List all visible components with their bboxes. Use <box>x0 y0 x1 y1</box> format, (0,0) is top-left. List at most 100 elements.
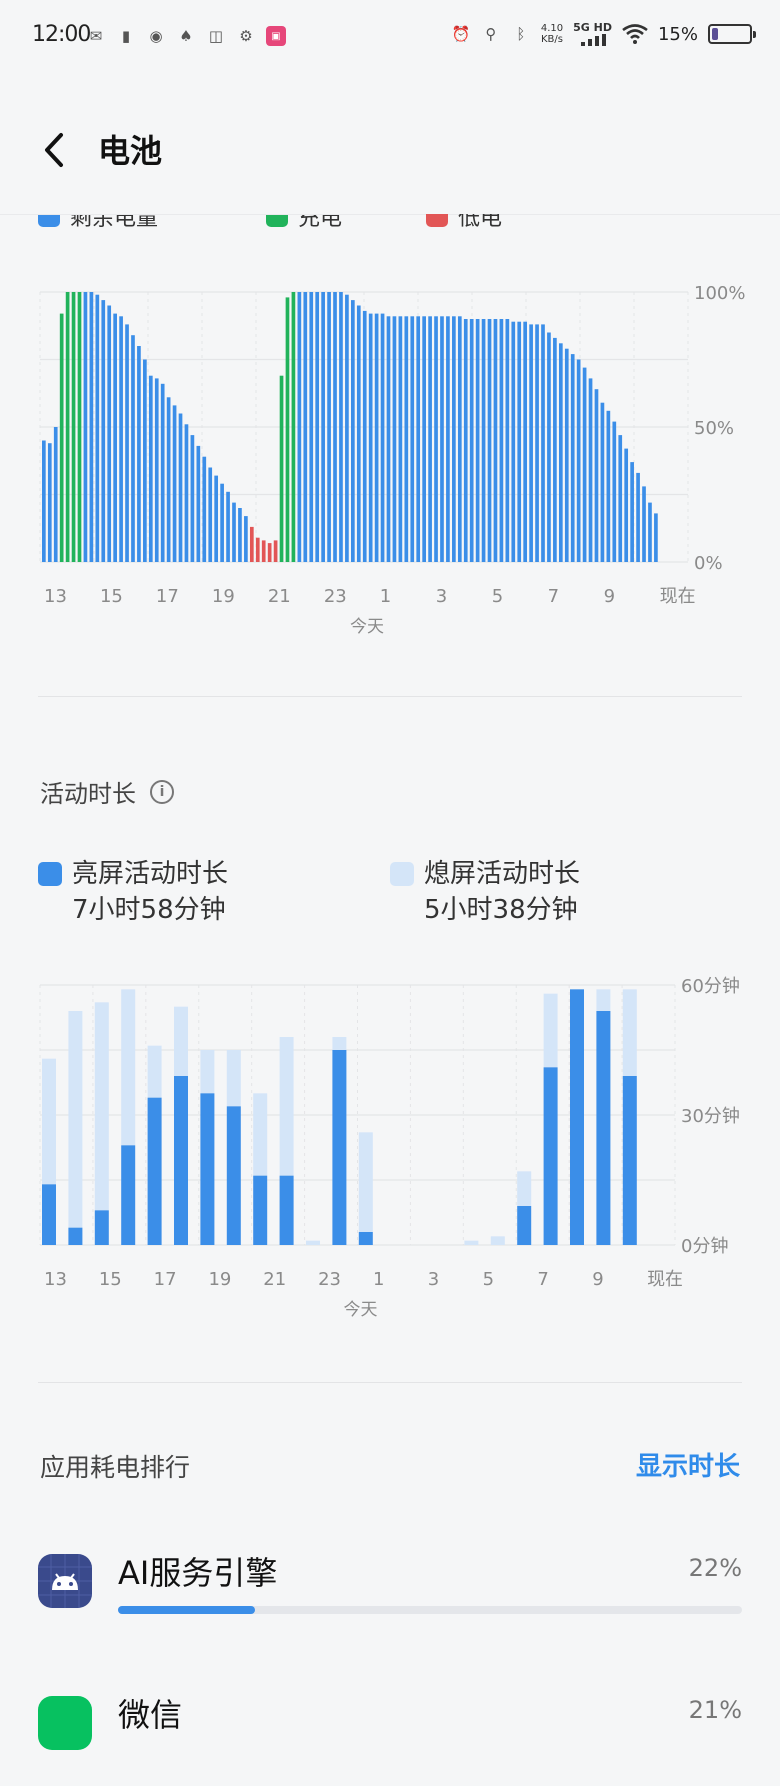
battery-bar <box>273 540 278 562</box>
x-tick-label: 13 <box>44 586 67 607</box>
x-tick-label: 7 <box>548 586 559 607</box>
battery-bar <box>95 294 100 562</box>
screen-on-bar <box>200 1093 215 1245</box>
battery-bar <box>380 313 385 562</box>
net-speed-value: 4.10 <box>540 23 564 34</box>
x-tick-label: 5 <box>483 1269 494 1290</box>
activity-title: 活动时长 <box>40 780 136 808</box>
battery-bar <box>113 313 117 562</box>
back-button[interactable] <box>30 122 78 178</box>
activity-header: 活动时长 i <box>40 774 174 809</box>
status-bar: 12:00 ✉ ▮ ◉ ♠ ◫ ⚙ ▣ ⏰ ⚲ ᛒ 4.10 KB/s 5G H… <box>0 0 780 80</box>
status-time: 12:00 <box>32 22 91 47</box>
app-pink-icon: ▣ <box>266 26 286 46</box>
x-tick-label: 3 <box>436 586 447 607</box>
show-duration-toggle[interactable]: 显示时长 <box>635 1452 740 1482</box>
screen-off-bar <box>596 989 611 1011</box>
battery-bar <box>202 456 207 562</box>
legend-charging-label: 充电 <box>298 214 343 231</box>
battery-bar <box>642 486 646 562</box>
battery-bar <box>196 445 201 562</box>
battery-bar <box>618 435 623 562</box>
battery-bar <box>267 543 272 562</box>
net-type: 5G HD <box>573 21 612 34</box>
battery-bar <box>558 343 563 562</box>
net-speed: 4.10 KB/s <box>541 23 563 45</box>
battery-bar <box>226 491 230 562</box>
x-tick-label: 13 <box>44 1269 67 1290</box>
battery-small-icon: ▮ <box>121 27 131 45</box>
screen-off-bar <box>253 1093 268 1176</box>
screen-off-bar <box>306 1240 320 1245</box>
battery-bar <box>410 316 415 562</box>
status-right-icons: ⏰ ⚲ ᛒ 4.10 KB/s 5G HD 15% <box>451 21 756 46</box>
battery-bar <box>303 292 308 562</box>
y-tick-label: 0分钟 <box>681 1236 728 1257</box>
legend-low-label: 低电 <box>458 214 503 231</box>
legend-charging: 充电 <box>266 214 342 232</box>
app-row-ai-service[interactable]: AI服务引擎 22% <box>38 1554 742 1644</box>
battery-fill <box>712 28 718 40</box>
screen-on-bar <box>68 1227 83 1245</box>
screen-on-bar <box>596 1011 611 1245</box>
screen-on-bar <box>332 1050 347 1245</box>
legend-low: 低电 <box>426 214 502 232</box>
screen-on-bar <box>42 1184 56 1245</box>
y-tick-label: 60分钟 <box>681 976 740 997</box>
screen-off-bar <box>174 1006 188 1076</box>
battery-bar <box>654 513 658 562</box>
app-percent: 21% <box>688 1696 742 1724</box>
x-tick-label: 23 <box>318 1269 341 1290</box>
x-tick-label: 现在 <box>660 586 696 607</box>
battery-bar <box>238 508 242 562</box>
battery-bar <box>356 305 361 562</box>
battery-bar <box>600 402 605 562</box>
legend-remaining-swatch <box>38 214 60 227</box>
screen-on-bar <box>174 1076 188 1245</box>
battery-bar <box>220 483 224 562</box>
app-percent: 22% <box>688 1554 742 1582</box>
battery-bar <box>107 305 112 562</box>
battery-bar <box>630 462 634 562</box>
battery-bar <box>553 337 557 562</box>
screen-on-value: 7小时58分钟 <box>72 895 226 925</box>
battery-bar <box>648 502 652 562</box>
battery-bar <box>327 292 331 562</box>
message-icon: ✉ <box>89 27 103 45</box>
screen-on-bar <box>253 1175 268 1245</box>
legend-low-swatch <box>426 214 448 227</box>
battery-bar <box>422 316 426 562</box>
x-tick-label: 15 <box>99 1269 122 1290</box>
screen-off-bar <box>68 1011 83 1228</box>
battery-bar <box>232 502 236 562</box>
battery-bar <box>244 516 248 562</box>
battery-bar <box>606 410 611 562</box>
battery-icon <box>708 24 756 44</box>
app-name: AI服务引擎 <box>118 1554 278 1592</box>
battery-bar <box>333 292 337 562</box>
battery-bar <box>83 292 88 562</box>
wechat-icon <box>38 1696 92 1750</box>
battery-bar <box>143 359 147 562</box>
usage-bar-fill <box>118 1606 256 1614</box>
battery-bar <box>612 421 617 562</box>
battery-bar <box>65 292 70 562</box>
app-row-wechat[interactable]: 微信 21% <box>38 1696 742 1786</box>
battery-bar <box>588 378 593 562</box>
screen-on-label: 亮屏活动时长 <box>72 859 229 889</box>
info-icon[interactable]: i <box>150 779 174 804</box>
battery-bar <box>148 375 153 562</box>
battery-bar <box>53 427 58 562</box>
x-tick-label: 9 <box>592 1269 603 1290</box>
x-tick-label: 17 <box>156 586 179 607</box>
battery-bar <box>505 319 510 562</box>
x-tick-label: 1 <box>380 586 391 607</box>
battery-bar <box>535 324 539 562</box>
screen-off-bar <box>622 989 637 1076</box>
legend-remaining: 剩余电量 <box>38 214 158 232</box>
x-tick-label: 9 <box>604 586 615 607</box>
battery-bar <box>297 292 302 562</box>
screen-off-value: 5小时38分钟 <box>424 895 578 925</box>
battery-bar <box>214 475 219 562</box>
battery-bar <box>475 319 480 562</box>
